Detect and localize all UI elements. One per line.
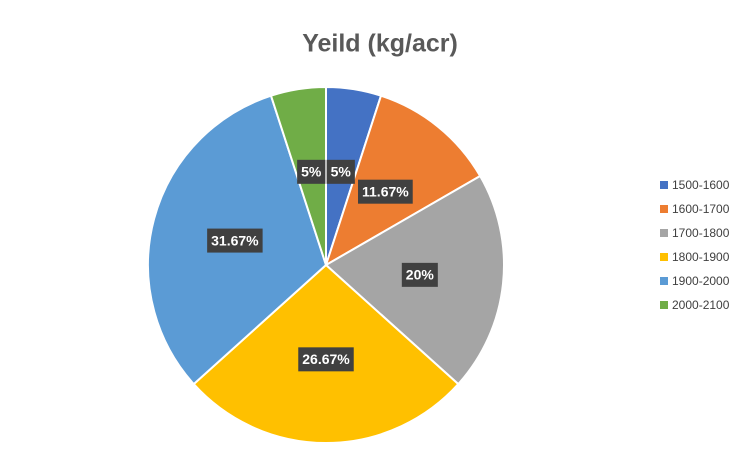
data-label-box: [207, 228, 263, 253]
legend-swatch: [660, 205, 668, 213]
legend-swatch: [660, 181, 668, 189]
legend-swatch: [660, 301, 668, 309]
data-label: 26.67%: [302, 351, 350, 367]
legend-swatch: [660, 277, 668, 285]
data-label-box: [326, 159, 355, 184]
legend-label: 1900-2000: [672, 274, 730, 288]
data-label: 5%: [331, 164, 352, 180]
data-label: 31.67%: [211, 232, 259, 248]
legend-swatch: [660, 229, 668, 237]
data-label-box: [298, 347, 354, 372]
chart-title: Yeild (kg/acr): [302, 30, 458, 58]
data-label: 20%: [406, 267, 435, 283]
legend-label: 2000-2100: [672, 298, 730, 312]
data-label-box: [401, 262, 438, 287]
data-label-box: [358, 179, 413, 204]
data-label-box: [297, 159, 326, 184]
legend-label: 1500-1600: [672, 178, 730, 192]
data-label: 11.67%: [362, 183, 409, 199]
legend-label: 1800-1900: [672, 250, 730, 264]
legend-label: 1600-1700: [672, 202, 730, 216]
legend-swatch: [660, 253, 668, 261]
data-label: 5%: [301, 164, 322, 180]
legend-label: 1700-1800: [672, 226, 730, 240]
